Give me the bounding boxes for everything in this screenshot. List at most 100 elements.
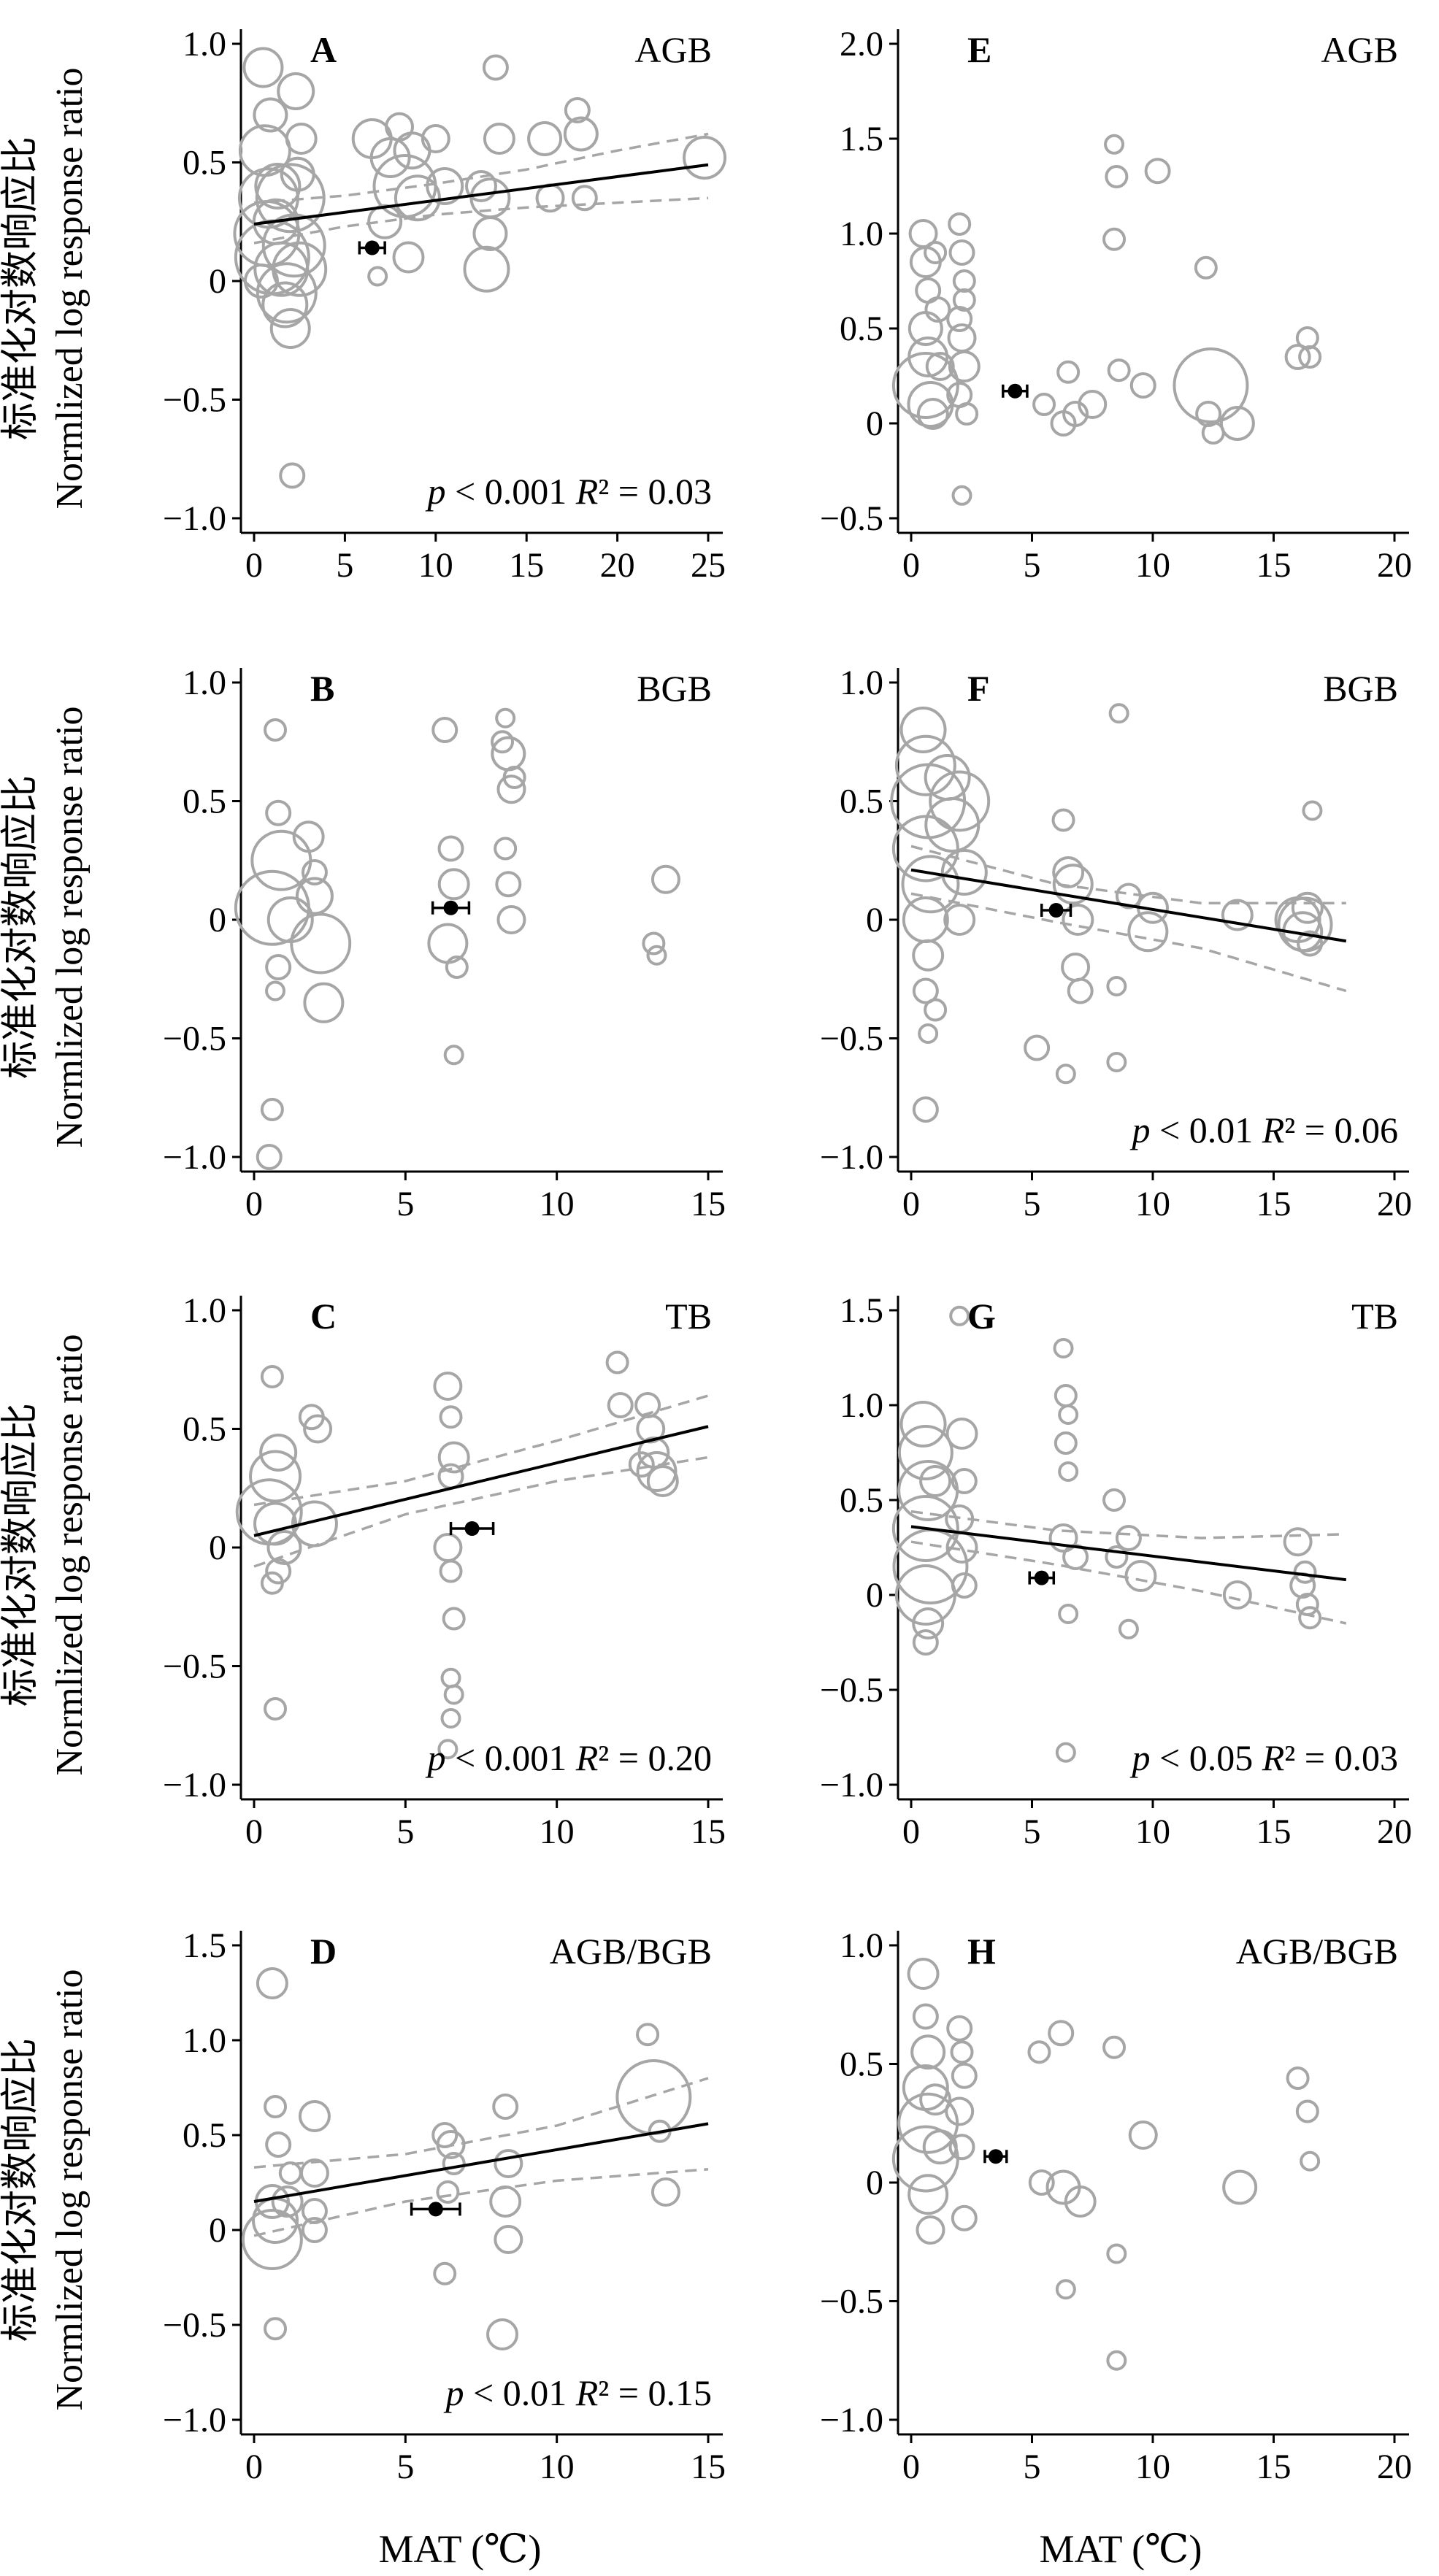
data-point bbox=[1105, 1545, 1129, 1569]
data-point bbox=[642, 931, 666, 956]
mean-point bbox=[1048, 903, 1064, 918]
data-point bbox=[440, 1667, 461, 1688]
data-point bbox=[951, 485, 972, 506]
row-ylabel-2: 标准化对数响应比 Normlized log response ratio bbox=[0, 706, 91, 1147]
data-point bbox=[1055, 2279, 1076, 2300]
ci-lower-line bbox=[910, 892, 1347, 993]
data-point bbox=[1173, 347, 1249, 423]
ci-lower-line bbox=[253, 1456, 709, 1568]
x-tick-label: 0 bbox=[902, 546, 920, 585]
data-point bbox=[301, 2217, 328, 2243]
row-ylabel-3: 标准化对数响应比 Normlized log response ratio bbox=[0, 1334, 91, 1775]
data-point bbox=[1195, 401, 1222, 427]
data-point bbox=[1058, 1404, 1079, 1425]
data-point bbox=[945, 1418, 978, 1450]
data-point bbox=[651, 2177, 680, 2207]
data-point bbox=[955, 402, 979, 426]
x-tick-label: 20 bbox=[1377, 2448, 1412, 2486]
data-point bbox=[1293, 1560, 1317, 1584]
data-point bbox=[948, 239, 975, 266]
data-point bbox=[393, 131, 431, 170]
data-point bbox=[259, 1434, 298, 1472]
data-point bbox=[1106, 1052, 1127, 1072]
data-point bbox=[249, 1450, 302, 1503]
data-point bbox=[472, 216, 508, 251]
data-point bbox=[303, 982, 345, 1023]
data-point bbox=[437, 1441, 470, 1474]
x-tick-label: 10 bbox=[1135, 546, 1170, 585]
data-point bbox=[894, 1564, 956, 1626]
data-point bbox=[912, 939, 945, 972]
data-point bbox=[907, 1958, 940, 1990]
x-tick-label: 0 bbox=[902, 1812, 920, 1851]
x-tick-label: 0 bbox=[245, 546, 263, 585]
data-point bbox=[292, 820, 325, 853]
x-tick-label: 0 bbox=[902, 1185, 920, 1223]
data-point bbox=[264, 1697, 288, 1720]
data-point bbox=[910, 2034, 946, 2070]
x-tick-label: 10 bbox=[1135, 1812, 1170, 1851]
data-point bbox=[486, 2318, 519, 2350]
y-tick-label: −1.0 bbox=[163, 1138, 226, 1177]
x-tick-label: 10 bbox=[418, 546, 453, 585]
x-tick-label: 5 bbox=[396, 1812, 414, 1851]
data-point bbox=[1295, 2099, 1319, 2123]
data-point bbox=[946, 2015, 973, 2042]
data-point bbox=[922, 2129, 958, 2165]
data-point bbox=[299, 2158, 329, 2188]
y-tick-label: 0.5 bbox=[840, 309, 883, 348]
data-point bbox=[1106, 2243, 1127, 2264]
panel-d: 1.5 1.0 0.5 0 −0.5 −1.0 0 5 10 15 D AGB/BGB p < 0.01… bbox=[163, 1926, 726, 2486]
x-tick-label: 15 bbox=[1256, 546, 1292, 585]
x-tick-label: 5 bbox=[1024, 546, 1041, 585]
data-point bbox=[951, 2062, 978, 2089]
panel-letter: H bbox=[967, 1931, 996, 1972]
data-point bbox=[495, 707, 516, 728]
ylabel-en: Normlized log response ratio bbox=[49, 67, 91, 509]
data-point bbox=[250, 829, 312, 891]
data-point bbox=[241, 2209, 303, 2270]
mean-point bbox=[1034, 1570, 1049, 1585]
data-point bbox=[916, 398, 949, 430]
y-tick-label: 0 bbox=[209, 262, 226, 301]
y-tick-label: −0.5 bbox=[163, 381, 226, 420]
panel-variable: AGB bbox=[634, 29, 712, 70]
data-point bbox=[1295, 326, 1319, 350]
data-point bbox=[261, 213, 326, 278]
x-tick-label: 10 bbox=[540, 1812, 575, 1851]
data-point bbox=[891, 2125, 959, 2193]
data-point bbox=[1104, 134, 1125, 155]
data-point bbox=[421, 124, 450, 153]
data-point bbox=[1127, 911, 1169, 953]
data-point bbox=[1061, 953, 1091, 982]
x-tick-label: 5 bbox=[1024, 1812, 1041, 1851]
data-point bbox=[1284, 344, 1311, 370]
data-point bbox=[436, 2130, 466, 2159]
data-point bbox=[265, 980, 286, 1001]
data-point bbox=[912, 1607, 945, 1639]
data-point bbox=[254, 163, 302, 209]
data-point bbox=[1129, 372, 1156, 399]
y-tick-label: 0 bbox=[866, 901, 883, 939]
x-tick-label: 15 bbox=[1256, 1812, 1292, 1851]
panel-a: 1.0 0.5 0 −0.5 −1.0 0 5 10 15 20 25 A AGB p < 0.001 R… bbox=[163, 25, 727, 585]
panel-variable: AGB bbox=[1321, 29, 1398, 70]
panel-letter: B bbox=[310, 668, 334, 709]
data-point bbox=[443, 1045, 464, 1066]
data-point bbox=[265, 1558, 292, 1585]
ci-lower-line bbox=[910, 1540, 1347, 1625]
data-point bbox=[437, 1739, 458, 1760]
panel-letter: G bbox=[967, 1296, 996, 1337]
data-point bbox=[1051, 808, 1075, 832]
y-tick-label: 1.0 bbox=[183, 664, 226, 702]
data-point bbox=[1054, 1431, 1078, 1455]
x-tick-label: 15 bbox=[509, 546, 544, 585]
ci-lower-line bbox=[253, 2168, 709, 2237]
data-point bbox=[489, 2185, 522, 2218]
data-point bbox=[367, 266, 388, 287]
data-point bbox=[1055, 1064, 1076, 1085]
ci-upper-line bbox=[253, 2077, 709, 2169]
data-point bbox=[392, 241, 425, 274]
data-point bbox=[1277, 896, 1333, 953]
y-tick-label: 0.5 bbox=[183, 1410, 226, 1449]
